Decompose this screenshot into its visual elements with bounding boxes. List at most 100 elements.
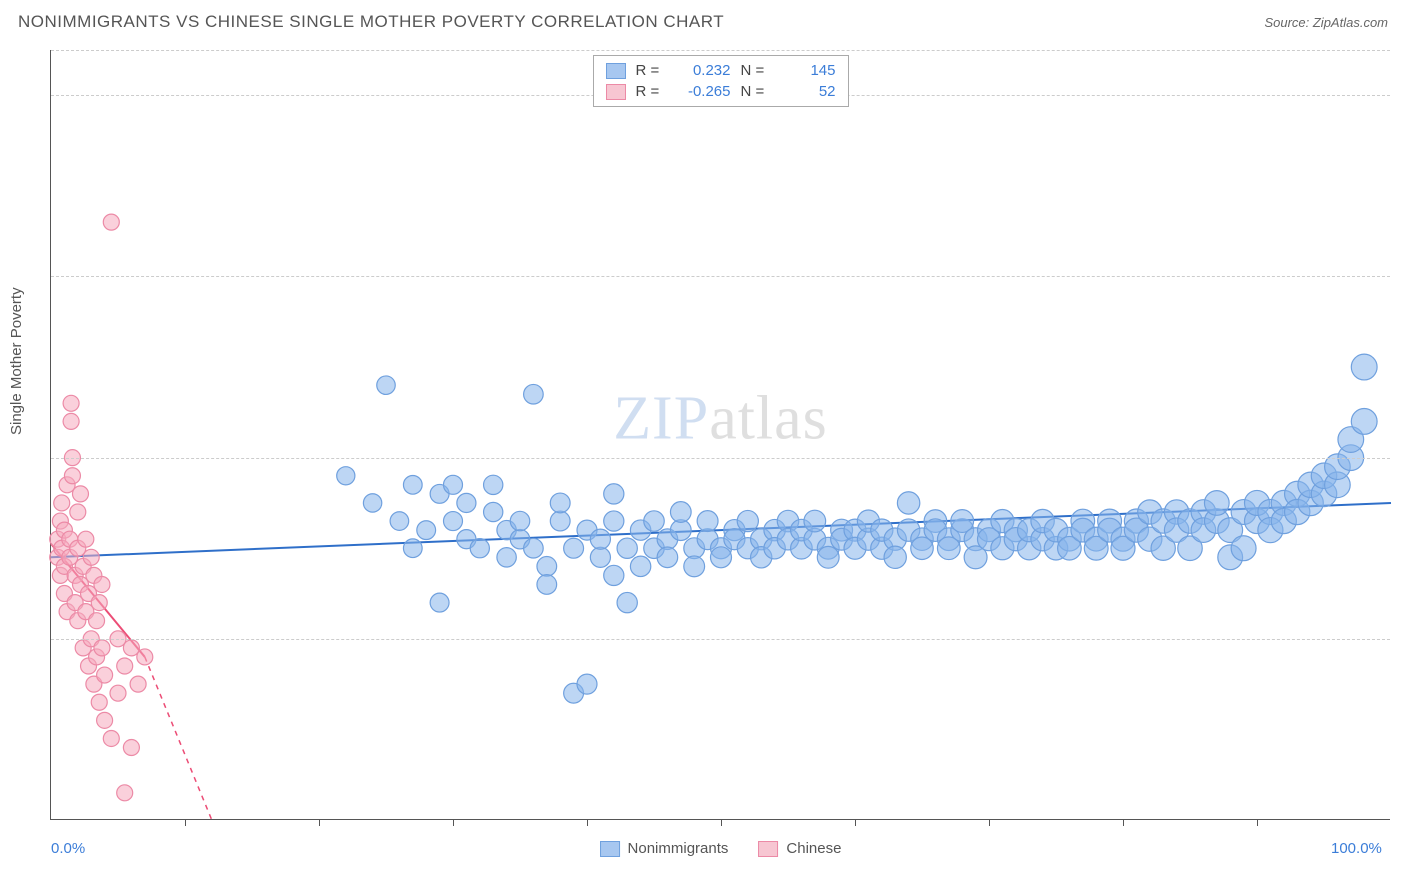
- legend-item: Chinese: [758, 840, 841, 857]
- data-point: [137, 649, 153, 665]
- data-point: [630, 556, 650, 576]
- data-point: [617, 538, 637, 558]
- data-point: [403, 475, 422, 494]
- data-point: [444, 475, 463, 494]
- data-point: [64, 468, 80, 484]
- data-point: [550, 493, 570, 513]
- data-point: [70, 504, 86, 520]
- data-point: [537, 557, 557, 577]
- legend-r-label: R =: [636, 62, 666, 79]
- x-tick: [587, 819, 588, 826]
- data-point: [577, 674, 597, 694]
- legend-swatch: [600, 841, 620, 857]
- data-point: [72, 486, 88, 502]
- legend-n-value: 52: [781, 83, 836, 100]
- data-point: [657, 547, 678, 568]
- data-point: [417, 521, 436, 540]
- legend-row: R = 0.232 N = 145: [606, 60, 836, 81]
- data-point: [1351, 354, 1377, 380]
- data-point: [897, 492, 919, 514]
- legend-r-value: 0.232: [676, 62, 731, 79]
- legend-swatch: [758, 841, 778, 857]
- chart-plot-area: ZIPatlas R = 0.232 N = 145 R = -0.265 N …: [50, 50, 1390, 820]
- data-point: [590, 529, 610, 549]
- scatter-svg: [51, 50, 1390, 819]
- data-point: [604, 511, 624, 531]
- data-point: [697, 511, 718, 532]
- data-point: [94, 576, 110, 592]
- data-point: [390, 512, 409, 531]
- x-tick-label: 100.0%: [1331, 840, 1382, 857]
- legend-item: Nonimmigrants: [600, 840, 729, 857]
- data-point: [83, 549, 99, 565]
- gridline: [51, 458, 1390, 459]
- data-point: [130, 676, 146, 692]
- gridline: [51, 639, 1390, 640]
- legend-swatch: [606, 63, 626, 79]
- data-point: [78, 531, 94, 547]
- data-point: [63, 395, 79, 411]
- x-tick: [721, 819, 722, 826]
- legend-n-value: 145: [781, 62, 836, 79]
- y-axis-label: Single Mother Poverty: [8, 287, 25, 435]
- legend-n-label: N =: [741, 62, 771, 79]
- data-point: [604, 565, 624, 585]
- data-point: [337, 467, 355, 485]
- legend-r-value: -0.265: [676, 83, 731, 100]
- data-point: [457, 493, 476, 512]
- legend-series-label: Chinese: [786, 840, 841, 857]
- data-point: [737, 510, 758, 531]
- data-point: [617, 592, 637, 612]
- legend-top: R = 0.232 N = 145 R = -0.265 N = 52: [593, 55, 849, 107]
- legend-swatch: [606, 84, 626, 100]
- data-point: [817, 546, 839, 568]
- data-point: [684, 556, 705, 577]
- data-point: [97, 712, 113, 728]
- data-point: [1231, 536, 1256, 561]
- data-point: [804, 510, 826, 532]
- gridline: [51, 50, 1390, 51]
- data-point: [524, 538, 544, 558]
- x-tick: [855, 819, 856, 826]
- chart-source: Source: ZipAtlas.com: [1264, 15, 1388, 30]
- data-point: [91, 694, 107, 710]
- x-tick: [185, 819, 186, 826]
- x-tick: [453, 819, 454, 826]
- data-point: [123, 740, 139, 756]
- data-point: [363, 494, 381, 512]
- data-point: [97, 667, 113, 683]
- legend-row: R = -0.265 N = 52: [606, 81, 836, 102]
- x-tick-label: 0.0%: [51, 840, 85, 857]
- legend-bottom: Nonimmigrants Chinese: [600, 840, 842, 857]
- legend-n-label: N =: [741, 83, 771, 100]
- data-point: [510, 511, 530, 531]
- data-point: [430, 593, 449, 612]
- x-tick: [319, 819, 320, 826]
- data-point: [884, 546, 906, 568]
- data-point: [377, 376, 396, 395]
- legend-series-label: Nonimmigrants: [628, 840, 729, 857]
- data-point: [537, 575, 557, 595]
- data-point: [54, 495, 70, 511]
- data-point: [470, 539, 489, 558]
- data-point: [524, 384, 544, 404]
- data-point: [89, 613, 105, 629]
- x-tick: [1257, 819, 1258, 826]
- data-point: [604, 484, 624, 504]
- data-point: [91, 595, 107, 611]
- data-point: [550, 511, 570, 531]
- x-tick: [1123, 819, 1124, 826]
- data-point: [711, 547, 732, 568]
- data-point: [590, 547, 610, 567]
- data-point: [110, 685, 126, 701]
- x-tick: [989, 819, 990, 826]
- gridline: [51, 276, 1390, 277]
- data-point: [564, 538, 584, 558]
- data-point: [117, 785, 133, 801]
- data-point: [484, 475, 503, 494]
- trend-line-dashed: [145, 657, 212, 820]
- data-point: [644, 511, 665, 532]
- legend-r-label: R =: [636, 83, 666, 100]
- data-point: [94, 640, 110, 656]
- chart-title: NONIMMIGRANTS VS CHINESE SINGLE MOTHER P…: [18, 12, 724, 32]
